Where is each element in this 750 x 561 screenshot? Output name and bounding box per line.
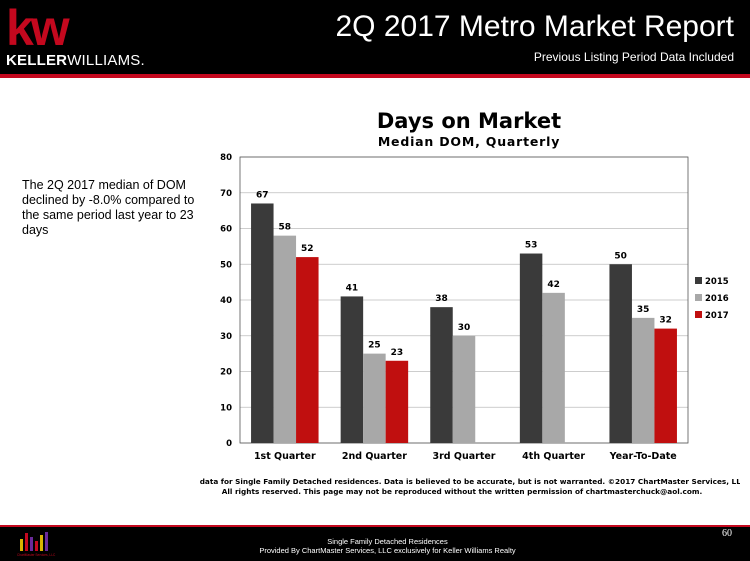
legend-label: 2016 [705, 294, 729, 304]
keller-williams-wordmark: KELLERWILLIAMS. [6, 52, 145, 69]
kw-logo: kw [6, 0, 70, 56]
chart-subtitle: Median DOM, Quarterly [378, 134, 560, 149]
category-label: 1st Quarter [254, 451, 316, 462]
y-tick-label: 50 [220, 260, 232, 270]
legend-swatch [695, 277, 702, 284]
bar [385, 360, 409, 443]
data-label: 58 [279, 223, 292, 233]
bar [430, 307, 453, 443]
chart-title: Days on Market [377, 109, 561, 133]
footer-divider [0, 525, 750, 527]
legend-swatch [695, 311, 702, 318]
header-divider [0, 74, 750, 78]
y-tick-label: 80 [220, 153, 232, 163]
data-label: 25 [368, 341, 381, 351]
plot-area: 0 10 20 30 40 50 60 70 80 67 58 52 1st Quarter 41 25 23… [220, 153, 729, 462]
bar [542, 292, 565, 443]
bar [609, 264, 632, 443]
footer-line1: Single Family Detached Residences [327, 537, 448, 546]
bar [519, 253, 543, 443]
y-tick-label: 0 [226, 439, 232, 449]
category-label: 3rd Quarter [432, 451, 495, 462]
category-label: 4th Quarter [522, 451, 585, 462]
data-label: 38 [435, 294, 448, 304]
data-label: 30 [458, 323, 471, 333]
commentary-text: The 2Q 2017 median of DOM declined by -8… [22, 178, 195, 237]
data-label: 23 [391, 348, 404, 358]
category-label: 2nd Quarter [342, 451, 407, 462]
chartmaster-logo-caption: ChartMaster Services, LLC [17, 553, 56, 557]
report-title: 2Q 2017 Metro Market Report [335, 10, 734, 43]
y-tick-label: 30 [220, 332, 232, 342]
days-on-market-chart: Days on Market Median DOM, Quarterly 0 10… [200, 109, 740, 496]
chartmaster-logo: ChartMaster Services, LLC [17, 532, 56, 557]
bar [631, 317, 655, 443]
legend-label: 2015 [705, 277, 729, 287]
page-number: 60 [722, 528, 732, 539]
bar [296, 257, 319, 443]
y-tick-label: 40 [220, 296, 232, 306]
footer-line2: Provided By ChartMaster Services, LLC ex… [259, 546, 516, 555]
y-tick-label: 60 [220, 225, 232, 235]
footer-bar: ChartMaster Services, LLC Single Family … [0, 527, 750, 561]
bar [452, 335, 476, 443]
data-label: 35 [637, 305, 650, 315]
bar [251, 203, 274, 443]
data-label: 50 [614, 251, 627, 261]
legend-label: 2017 [705, 311, 729, 321]
data-label: 53 [525, 241, 538, 251]
report-subtitle: Previous Listing Period Data Included [533, 50, 734, 64]
bar [340, 296, 364, 443]
y-tick-label: 20 [220, 368, 232, 378]
footer-text: Single Family Detached Residences Provid… [0, 537, 750, 555]
source-note-line1: FMLS data for Single Family Detached res… [200, 477, 740, 486]
data-label: 52 [301, 244, 314, 254]
source-note-line2: All rights reserved. This page may not b… [222, 487, 703, 496]
y-tick-label: 10 [220, 403, 232, 413]
data-label: 67 [256, 190, 269, 200]
brand-rest: WILLIAMS. [67, 52, 145, 69]
data-label: 32 [659, 316, 672, 326]
bar [363, 353, 386, 443]
bar [654, 328, 677, 443]
data-label: 41 [346, 283, 359, 293]
category-label: Year-To-Date [609, 451, 677, 462]
legend-swatch [695, 294, 702, 301]
header-bar: kw KELLERWILLIAMS. 2Q 2017 Metro Market … [0, 0, 750, 74]
y-tick-label: 70 [220, 189, 232, 199]
bar [273, 235, 297, 443]
data-label: 42 [547, 280, 560, 290]
brand-bold: KELLER [6, 52, 68, 69]
